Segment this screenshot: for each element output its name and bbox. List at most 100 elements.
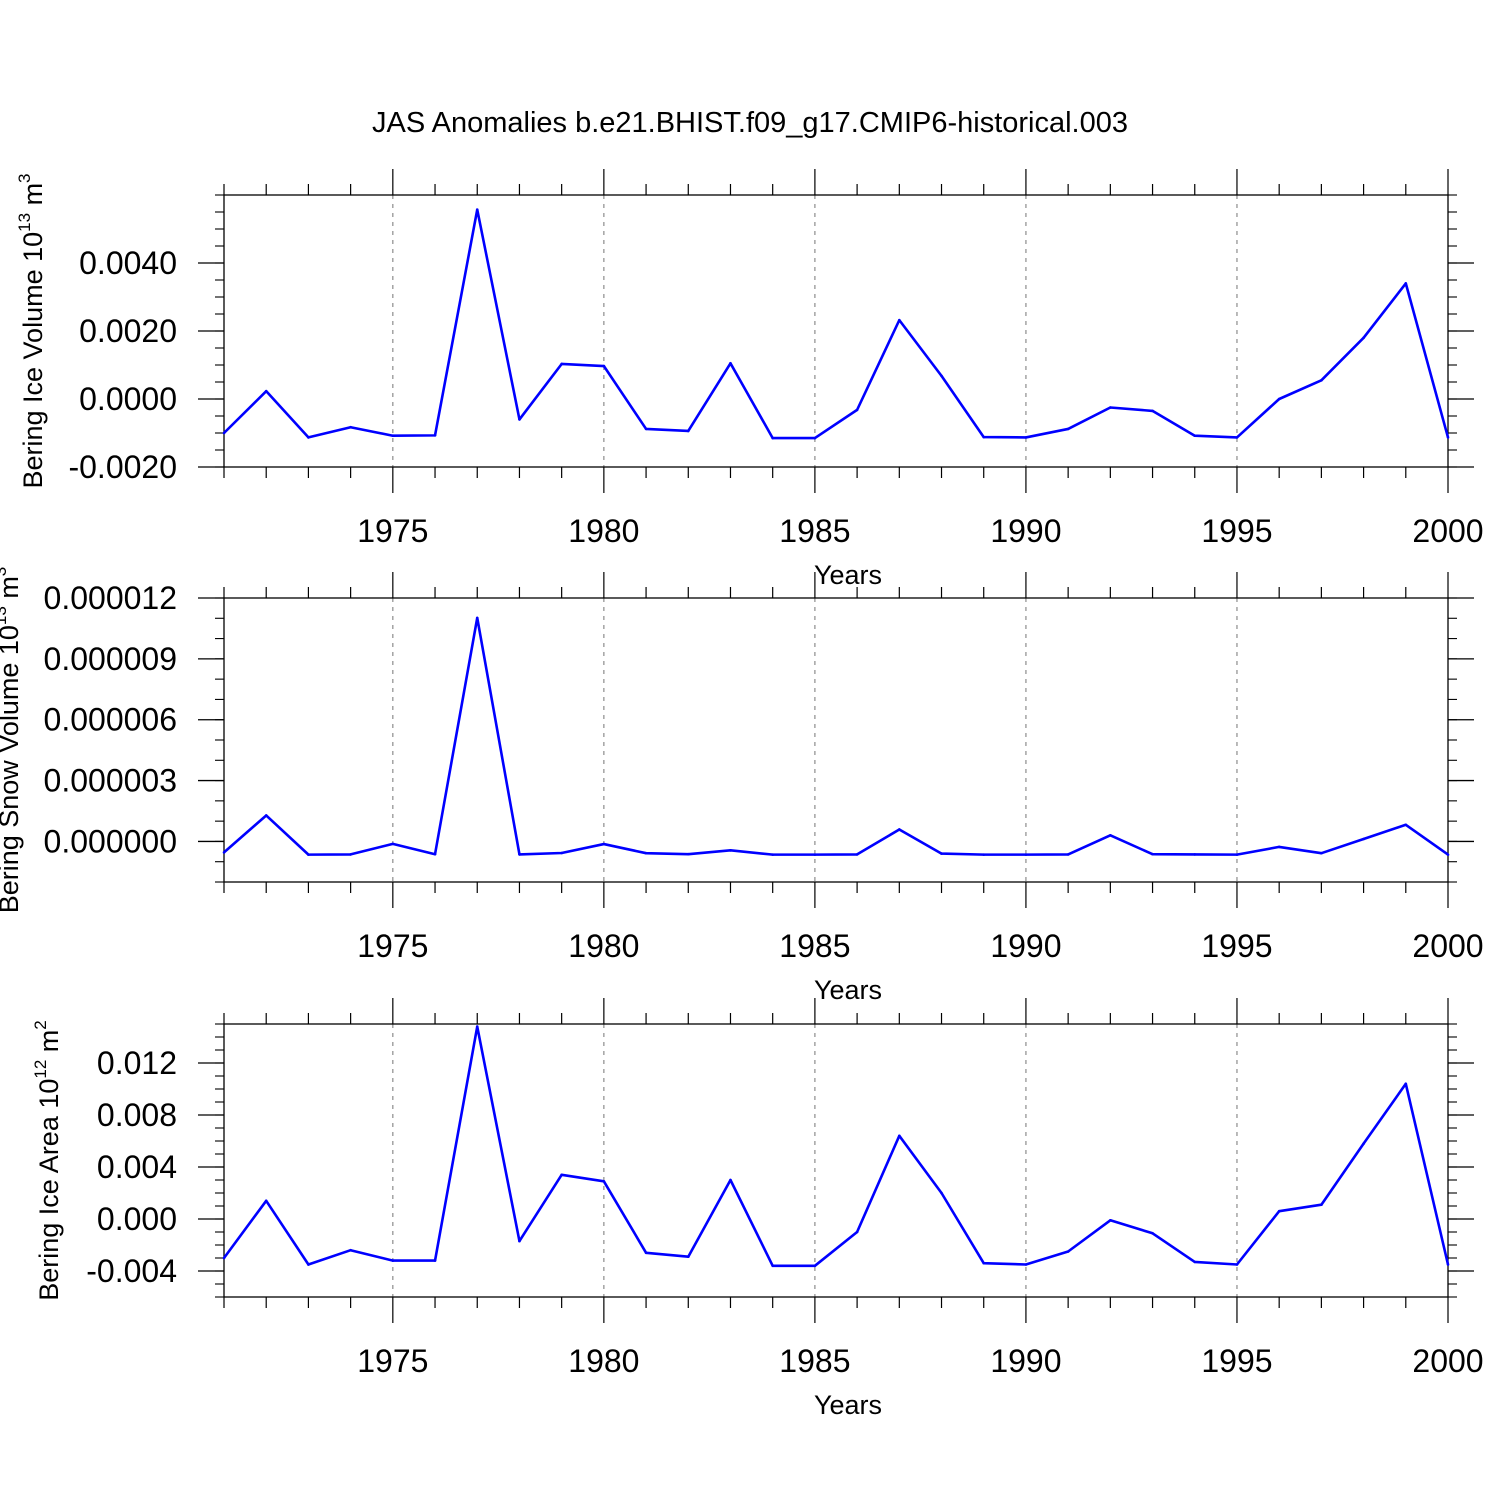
data-point: [475, 616, 479, 620]
data-point: [686, 1255, 690, 1258]
data-point: [771, 436, 774, 440]
data-point: [1320, 851, 1323, 855]
data-point: [433, 852, 437, 856]
data-point: [1277, 1209, 1281, 1213]
x-tick-label: 1975: [357, 928, 428, 964]
y-axis-label: Bering Snow Volume 1013 m3: [0, 567, 24, 914]
data-point: [813, 1264, 817, 1268]
data-point: [644, 1251, 648, 1255]
y-tick-label: 0.004: [97, 1149, 177, 1185]
data-point: [1235, 436, 1239, 439]
data-point: [222, 431, 226, 435]
data-point: [433, 1259, 437, 1262]
data-point: [729, 1178, 732, 1182]
data-point: [771, 1264, 774, 1268]
data-point: [1362, 336, 1365, 340]
data-point: [1109, 834, 1112, 837]
data-point: [475, 208, 479, 211]
y-axis-label-main: Bering Snow Volume 10: [0, 625, 24, 913]
data-point: [1066, 427, 1070, 431]
x-tick-label: 1980: [568, 513, 639, 549]
data-point: [729, 849, 732, 852]
data-point: [855, 1230, 859, 1234]
data-point: [1066, 1250, 1070, 1253]
data-point: [1109, 1219, 1112, 1222]
data-point: [1024, 436, 1028, 439]
data-point: [813, 436, 817, 440]
data-point: [1446, 853, 1450, 856]
data-point: [349, 853, 352, 856]
x-tick-label: 1990: [990, 1343, 1061, 1379]
data-point: [1404, 282, 1408, 285]
data-point: [1404, 1082, 1408, 1086]
data-point: [307, 1263, 310, 1266]
data-point: [1235, 1263, 1239, 1266]
data-point: [1362, 837, 1365, 841]
data-point: [982, 853, 986, 856]
y-tick-label: 0.0020: [79, 313, 177, 349]
y-tick-label: -0.0020: [68, 449, 177, 485]
data-point: [982, 1261, 986, 1265]
y-axis-label: Bering Ice Volume 1013 m3: [15, 173, 48, 488]
x-tick-label: 1995: [1201, 928, 1272, 964]
series-line: [222, 1025, 1450, 1268]
data-point: [264, 1199, 268, 1203]
x-tick-label: 1990: [990, 513, 1061, 549]
chart-panel-3: -0.004 0.000 0.004 0.008 0.012 1975 1980 1985 19…: [31, 998, 1484, 1420]
y-axis-label-main: Bering Ice Volume 10: [18, 232, 48, 489]
y-tick-label: 0.008: [97, 1097, 177, 1133]
y-axis-label-unit: m: [0, 576, 24, 606]
data-point: [475, 1025, 479, 1028]
x-tick-label: 1985: [779, 1343, 850, 1379]
y-tick-label: 0.0000: [79, 381, 177, 417]
data-point: [729, 362, 732, 365]
data-point: [391, 842, 395, 846]
y-tick-label: -0.004: [86, 1253, 177, 1289]
data-point: [307, 436, 310, 439]
data-point: [1235, 853, 1239, 856]
y-axis-label-unit-exponent: 3: [0, 567, 10, 576]
y-axis-label-exponent: 13: [0, 606, 10, 625]
data-point: [518, 418, 521, 421]
chart-panel-1: -0.0020 0.0000 0.0020 0.0040 1975 1980 1985 199…: [15, 169, 1484, 590]
data-point: [1362, 1142, 1365, 1145]
panels: -0.0020 0.0000 0.0020 0.0040 1975 1980 1985 199…: [0, 169, 1484, 1420]
data-point: [518, 853, 521, 856]
y-axis-label-unit-exponent: 2: [31, 1020, 50, 1029]
data-point: [1024, 1263, 1028, 1266]
data-point: [1193, 853, 1197, 856]
data-point: [1024, 853, 1028, 856]
data-point: [1320, 1203, 1323, 1206]
data-point: [1320, 379, 1323, 382]
x-axis-label: Years: [814, 560, 882, 590]
x-tick-label: 1980: [568, 928, 639, 964]
data-point: [560, 362, 563, 366]
y-axis-label-exponent: 12: [31, 1060, 50, 1079]
data-point: [1446, 436, 1450, 439]
data-point: [222, 1256, 226, 1260]
data-point: [602, 842, 606, 846]
y-tick-label: 0.000012: [44, 580, 177, 616]
data-point: [222, 851, 226, 854]
y-tick-label: 0.000003: [44, 763, 177, 799]
series-line: [223, 616, 1449, 856]
data-point: [898, 318, 901, 322]
plot-frame: [223, 1023, 1449, 1298]
data-point: [560, 1173, 563, 1177]
y-axis-label-main: Bering Ice Area 10: [34, 1079, 64, 1301]
x-tick-label: 2000: [1412, 928, 1483, 964]
data-point: [1404, 823, 1408, 827]
data-point: [686, 429, 690, 433]
data-point: [518, 1239, 521, 1243]
data-point: [1151, 409, 1154, 413]
data-point: [686, 852, 690, 856]
x-tick-label: 1985: [779, 928, 850, 964]
y-axis-label-exponent: 13: [15, 213, 34, 232]
data-point: [307, 853, 310, 856]
data-point: [898, 828, 901, 831]
data-point: [560, 851, 563, 855]
data-point: [1066, 853, 1070, 856]
data-point: [1193, 1260, 1197, 1264]
